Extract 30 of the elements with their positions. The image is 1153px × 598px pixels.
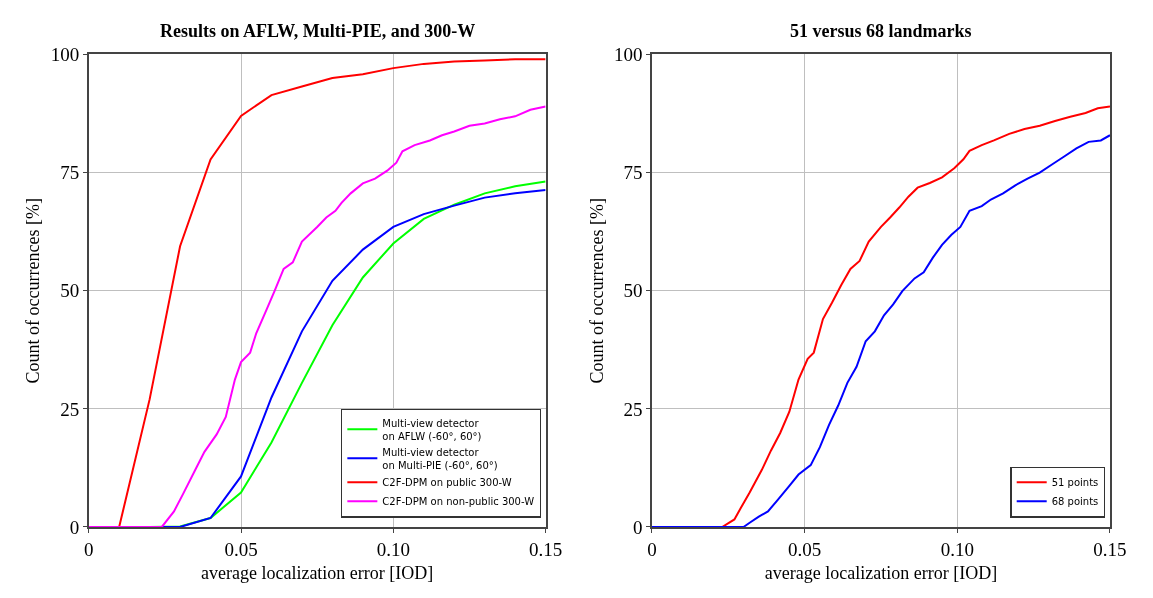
x-axis-title: average localization error [IOD] [764,563,998,584]
y-tick-label: 25 [623,398,643,420]
x-tick-label: 0.05 [788,538,822,560]
x-tick-label: 0.15 [1093,538,1127,560]
y-tick-label: 50 [60,280,80,302]
x-axis-title: average localization error [IOD] [200,563,434,584]
x-tick-label: 0 [83,538,94,560]
legend-label: C2F-DPM on public 300-W [382,477,512,489]
y-tick-label: 50 [623,280,643,302]
x-tick-label: 0.10 [376,538,410,560]
y-tick-label: 25 [60,398,80,420]
chart-title: 51 versus 68 landmarks [790,21,972,41]
y-tick-label: 100 [50,44,80,66]
legend-label: Multi-view detector on AFLW (-60°, 60°) [382,417,482,442]
y-axis-title: Count of occurrences [%] [23,197,44,384]
legend-label: C2F-DPM on non-public 300-W [382,496,535,508]
y-tick-label: 0 [632,516,643,538]
y-tick-label: 75 [60,162,80,184]
x-tick-label: 0.15 [528,538,563,560]
x-tick-label: 0.10 [940,538,974,560]
legend-label: 68 points [1051,496,1099,508]
y-axis-title: Count of occurrences [%] [586,197,607,384]
x-tick-label: 0 [647,538,657,560]
x-tick-label: 0.05 [224,538,258,560]
chart-title: Results on AFLW, Multi-PIE, and 300-W [160,21,476,41]
legend-label: Multi-view detector on Multi-PIE (-60°, 60°) [382,446,498,471]
legend-label: 51 points [1051,477,1099,489]
y-tick-label: 0 [69,516,80,538]
y-tick-label: 75 [623,162,643,184]
y-tick-label: 100 [613,44,643,66]
